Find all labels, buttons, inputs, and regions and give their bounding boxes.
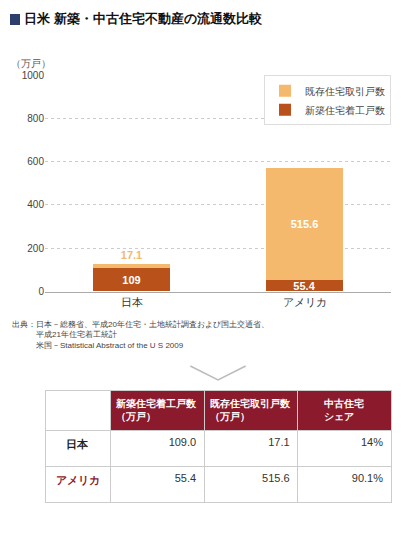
svg-text:0: 0 <box>38 286 44 297</box>
svg-text:17.1: 17.1 <box>121 249 142 261</box>
svg-text:800: 800 <box>27 113 44 124</box>
svg-text:515.6: 515.6 <box>262 472 290 484</box>
svg-text:日本: 日本 <box>66 438 89 450</box>
svg-text:400: 400 <box>27 199 44 210</box>
svg-text:17.1: 17.1 <box>268 436 289 448</box>
svg-text:出典：日本－総務省、平成20年住宅・土地統計調査および国土交: 出典：日本－総務省、平成20年住宅・土地統計調査および国土交通省、 平成21年住… <box>12 320 269 350</box>
svg-text:55.4: 55.4 <box>175 472 196 484</box>
svg-text:200: 200 <box>27 243 44 254</box>
svg-text:1000: 1000 <box>22 70 45 81</box>
svg-text:日米 新築・中古住宅不動産の流通数比較: 日米 新築・中古住宅不動産の流通数比較 <box>24 11 263 26</box>
svg-text:中古住宅シェア: 中古住宅シェア <box>324 398 364 422</box>
svg-text:109.0: 109.0 <box>169 436 197 448</box>
svg-text:90.1%: 90.1% <box>352 472 383 484</box>
svg-text:14%: 14% <box>361 436 383 448</box>
svg-text:日本: 日本 <box>121 296 143 308</box>
svg-text:既存住宅取引戸数（万戸）: 既存住宅取引戸数（万戸） <box>210 398 291 422</box>
svg-text:515.6: 515.6 <box>291 218 319 230</box>
svg-text:新築住宅着工戸数（万戸）: 新築住宅着工戸数（万戸） <box>115 398 197 422</box>
svg-text:アメリカ: アメリカ <box>56 474 100 486</box>
svg-text:109: 109 <box>122 274 140 286</box>
svg-text:（万戸）: （万戸） <box>11 58 51 69</box>
svg-text:新築住宅着工戸数: 新築住宅着工戸数 <box>305 105 385 116</box>
svg-text:600: 600 <box>27 156 44 167</box>
svg-text:既存住宅取引戸数: 既存住宅取引戸数 <box>305 86 385 97</box>
svg-text:55.4: 55.4 <box>293 280 315 292</box>
svg-text:アメリカ: アメリカ <box>283 296 327 308</box>
